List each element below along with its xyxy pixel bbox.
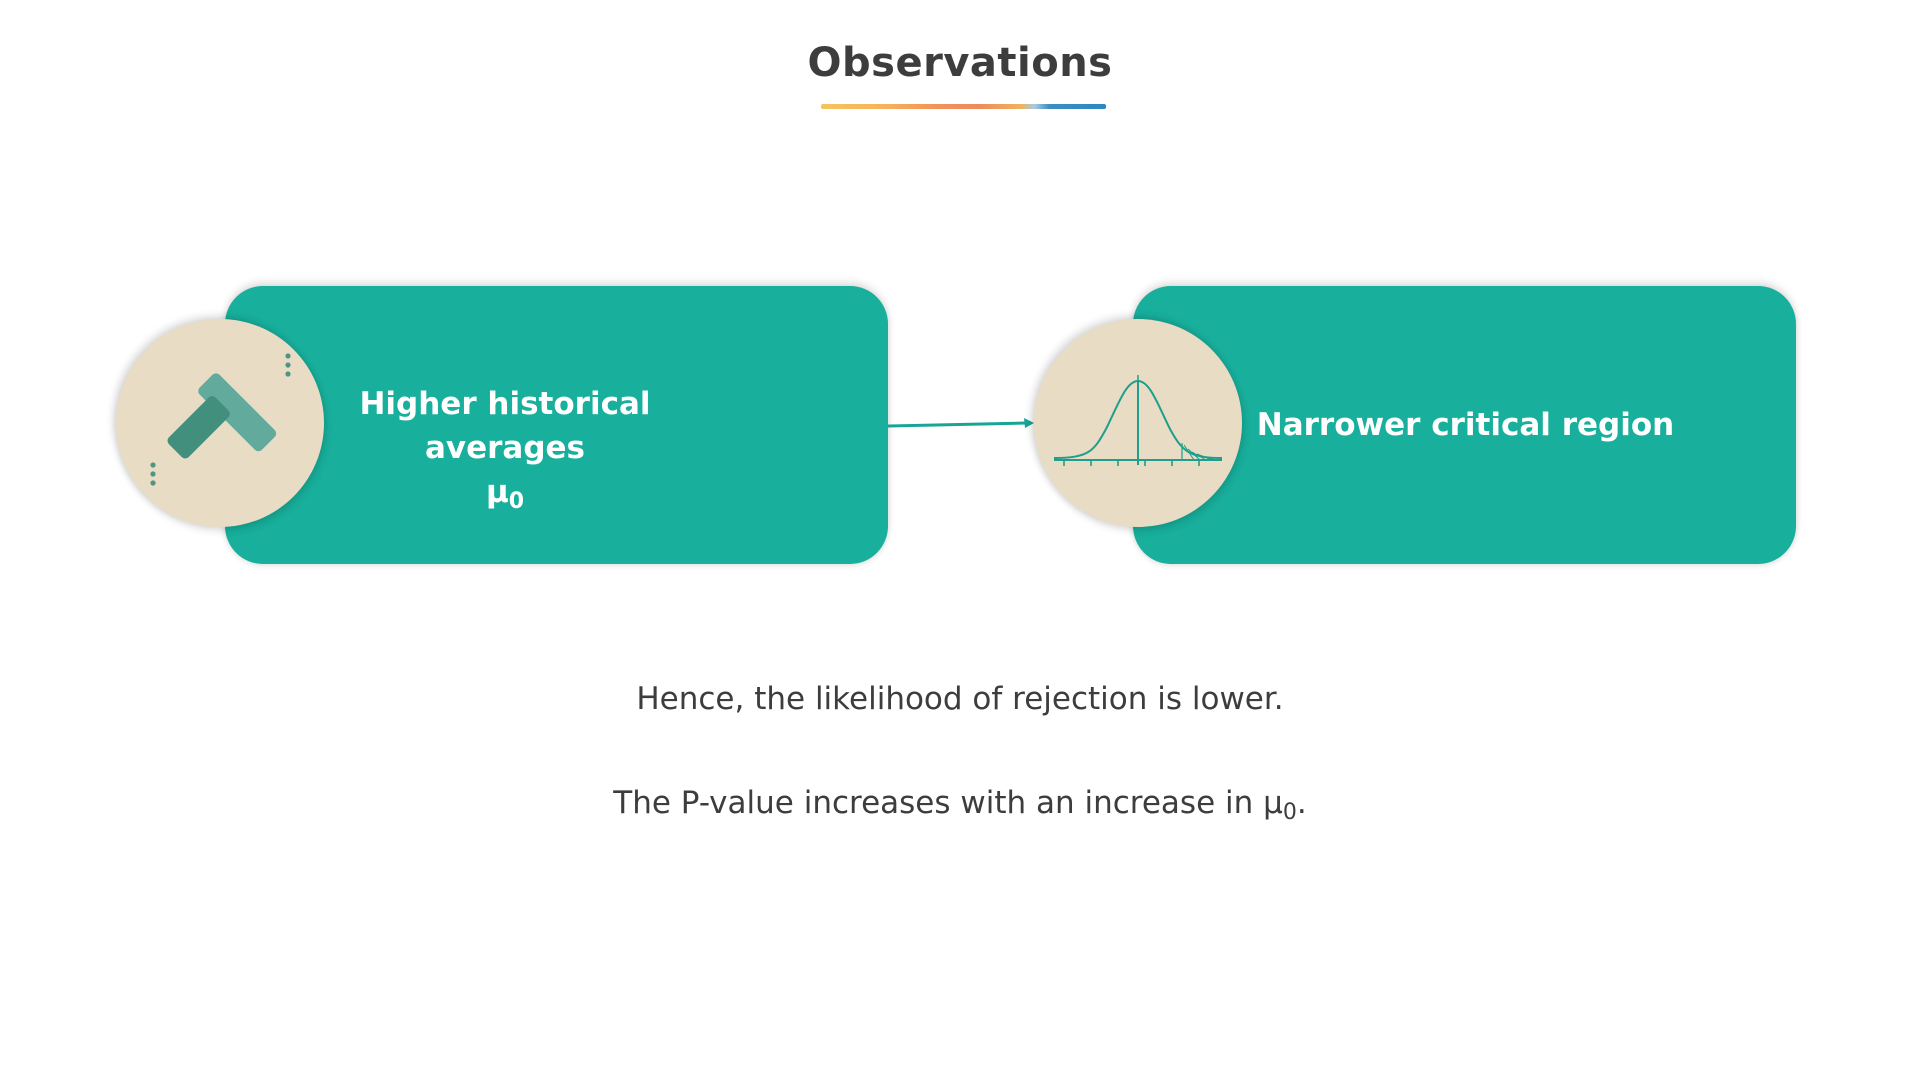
card-narrower-critical-region: Narrower critical region bbox=[1133, 286, 1796, 564]
card-label-higher-historical-averages: Higher historical averages μ0 bbox=[325, 382, 685, 524]
card-label-text: Higher historical averages bbox=[359, 386, 651, 466]
mu-subscript: 0 bbox=[508, 489, 525, 514]
conclusion-line-2-text: The P-value increases with an increase i… bbox=[613, 785, 1283, 821]
card-higher-historical-averages: Higher historical averages μ0 bbox=[225, 286, 888, 564]
chevron-up-icon bbox=[150, 353, 291, 486]
conclusion-line-1: Hence, the likelihood of rejection is lo… bbox=[636, 681, 1284, 717]
conclusion-line-2: The P-value increases with an increase i… bbox=[0, 785, 1920, 825]
badge-distribution bbox=[1034, 319, 1242, 527]
normal-distribution-icon bbox=[1053, 375, 1223, 466]
badge-chevron bbox=[116, 319, 324, 527]
slide-title: Observations bbox=[807, 40, 1113, 86]
connector-arrow bbox=[888, 418, 1034, 428]
conclusion-line-2-subscript: 0 bbox=[1282, 800, 1297, 825]
conclusion-line-2-end: . bbox=[1296, 785, 1307, 821]
mu-symbol: μ bbox=[485, 474, 509, 510]
card-label-narrower-critical-region: Narrower critical region bbox=[1256, 407, 1675, 443]
title-underline bbox=[821, 104, 1106, 109]
